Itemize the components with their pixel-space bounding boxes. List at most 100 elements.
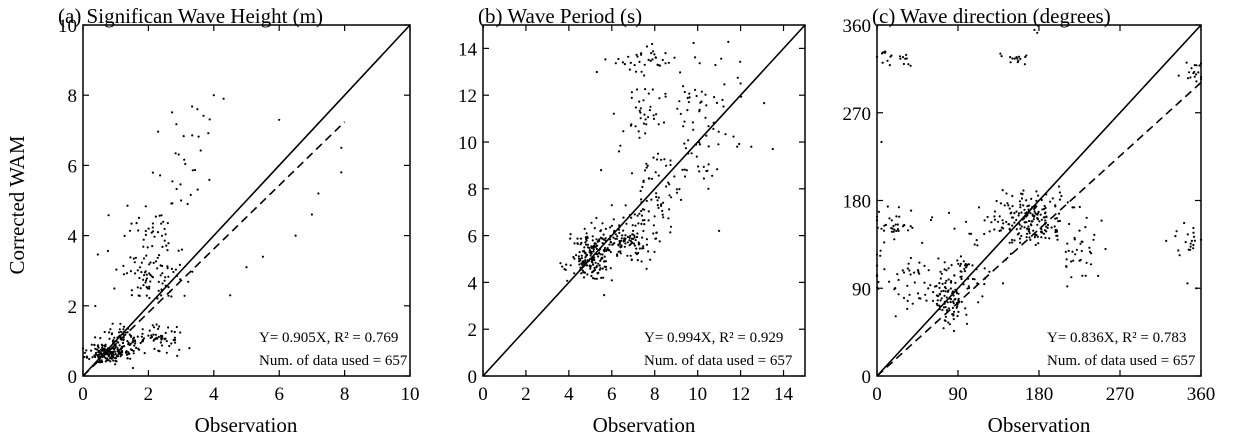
data-point [592,248,595,251]
data-point [109,360,112,363]
data-point [590,221,593,224]
y-tick-label: 4 [68,227,78,248]
data-point [96,354,99,357]
data-point [621,61,625,64]
data-point [1032,215,1036,218]
data-point [632,242,636,245]
data-point [714,63,717,67]
data-point [1056,234,1059,237]
data-point [1033,208,1036,211]
data-point [707,163,710,166]
data-point [1184,241,1187,244]
y-tick-label: 0 [68,367,78,388]
data-point [115,268,118,271]
data-point [935,285,938,288]
data-point [629,234,632,237]
data-point [173,338,177,341]
data-point [178,263,181,266]
data-point [113,356,116,360]
data-point [581,260,584,263]
data-point [643,113,646,116]
data-point [1043,204,1046,208]
data-point [142,245,145,248]
data-point [124,351,128,354]
data-point [645,162,648,165]
data-point [161,272,164,275]
data-point [183,158,186,161]
data-point [129,357,132,360]
data-point [906,267,910,270]
data-point [990,221,993,224]
data-point [639,107,642,110]
data-point [675,188,679,191]
y-tick-label: 4 [468,273,478,294]
data-point [134,272,137,275]
y-tick-label: 2 [468,320,478,341]
data-point [1023,208,1026,211]
data-point [113,350,117,353]
x-tick-label: 0 [872,384,882,405]
data-point [697,165,700,168]
data-point [640,52,643,55]
data-point [947,289,950,292]
data-point [144,205,147,208]
data-count: Num. of data used = 657 [1047,353,1196,369]
data-point [572,255,575,259]
data-point [687,139,690,142]
data-point [963,270,967,273]
data-point [119,322,122,325]
data-point [245,266,248,269]
data-point [151,245,154,248]
data-point [652,117,656,120]
data-point [598,264,601,267]
data-point [694,56,697,59]
data-point [1072,259,1075,262]
data-point [149,261,152,264]
data-point [101,346,104,349]
data-point [597,262,600,265]
y-tick-label: 90 [852,279,871,300]
data-point [956,259,959,262]
data-point [1017,212,1021,215]
data-point [1058,219,1061,223]
data-point [636,214,639,217]
data-point [713,96,716,99]
data-point [954,281,957,284]
data-point [911,302,914,305]
data-point [673,175,676,178]
data-point [636,55,639,58]
data-point [993,218,997,221]
data-point [702,165,705,168]
data-point [174,152,177,155]
data-point [166,249,169,252]
data-point [656,152,660,155]
data-point [638,212,641,215]
data-point [104,360,107,363]
data-point [167,242,170,245]
data-point [154,260,158,263]
data-point [993,215,996,218]
data-point [950,280,953,283]
data-point [207,132,210,135]
data-point [1040,198,1043,202]
data-point [1025,236,1028,239]
data-point [909,225,912,228]
data-point [179,183,182,186]
data-point [600,276,603,279]
data-point [136,269,139,272]
data-point [653,53,656,56]
data-point [1045,215,1048,219]
data-point [623,237,626,240]
data-point [655,192,658,195]
data-point [712,127,715,130]
data-point [618,240,621,243]
data-point [650,177,654,180]
data-point [164,233,167,236]
data-point [1037,194,1040,197]
data-point [650,52,653,55]
data-point [153,347,156,350]
x-ticks: 0 2 4 6 8 10 [78,25,420,405]
data-point [123,345,126,348]
data-point [590,245,593,248]
data-point [1073,206,1076,209]
